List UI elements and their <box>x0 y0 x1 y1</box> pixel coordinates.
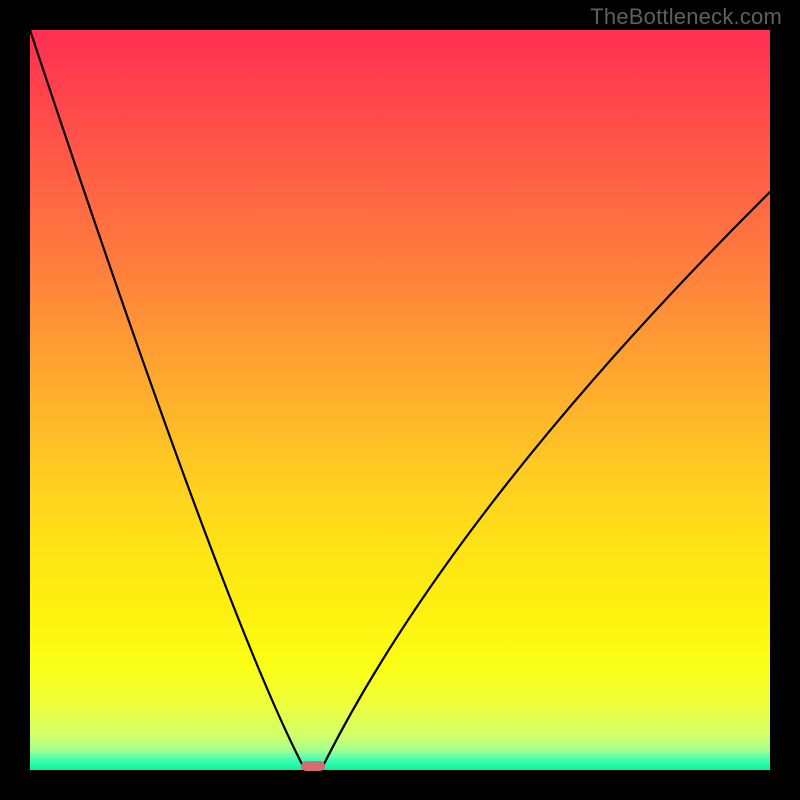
watermark-text: TheBottleneck.com <box>590 4 782 30</box>
optimal-marker <box>301 761 325 771</box>
bottleneck-curve <box>30 30 770 770</box>
stage: TheBottleneck.com <box>0 0 800 800</box>
curve-left <box>30 30 303 766</box>
plot-area <box>30 30 770 770</box>
curve-right <box>323 192 770 766</box>
